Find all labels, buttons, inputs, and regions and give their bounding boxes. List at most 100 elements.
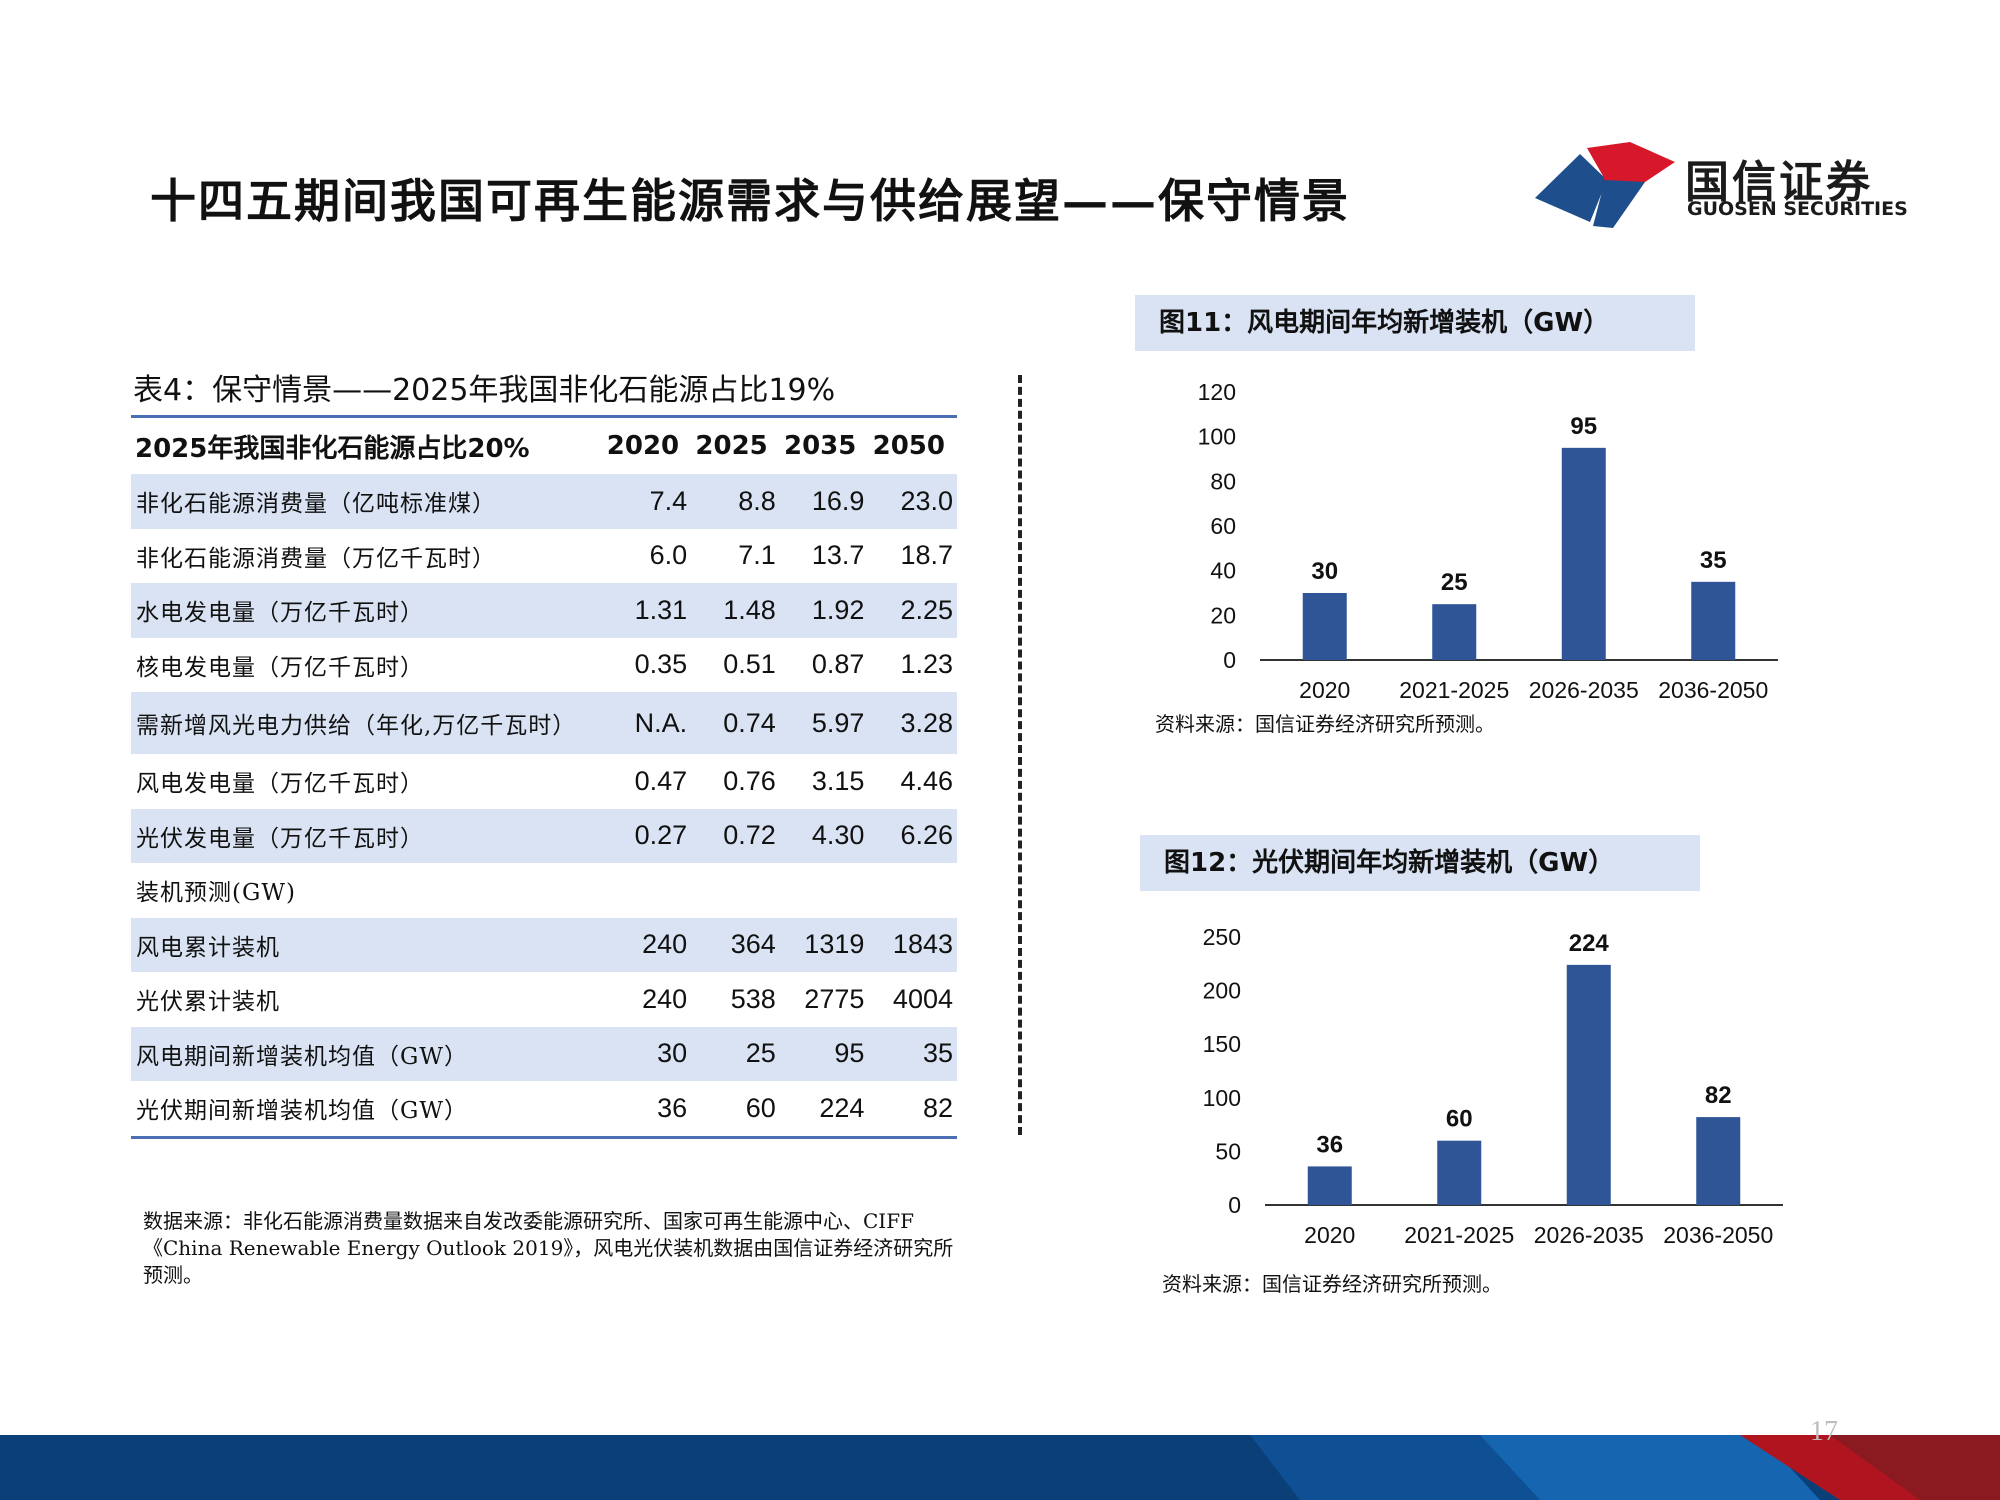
table-row: 光伏发电量（万亿千瓦时） 0.27 0.72 4.30 6.26 [131, 808, 957, 863]
bar [1696, 1117, 1741, 1205]
page-number: 17 [1810, 1416, 1838, 1447]
table-header-cell: 2035 [784, 431, 857, 461]
x-tick-label: 2036-2050 [1658, 677, 1768, 703]
table-header-cell: 2050 [872, 431, 945, 461]
forecast-table: 2025年我国非化石能源占比20% 2020 2025 2035 2050 非化… [131, 415, 957, 1139]
table-cell: 25 [691, 1026, 780, 1081]
table-row: 装机预测(GW) [131, 863, 957, 918]
row-label: 水电发电量（万亿千瓦时） [131, 583, 603, 638]
table-body: 非化石能源消费量（亿吨标准煤） 7.4 8.8 16.9 23.0 非化石能源消费量（万亿… [131, 474, 957, 1137]
table-cell: 3.28 [868, 692, 957, 754]
table-cell: 8.8 [691, 474, 780, 529]
x-tick-label: 2021-2025 [1399, 677, 1509, 703]
chart1-source: 资料来源：国信证券经济研究所预测。 [1155, 712, 1495, 736]
bar-value-label: 25 [1441, 569, 1468, 596]
table-cell: 3.15 [811, 765, 865, 796]
y-tick-label: 0 [1228, 1192, 1241, 1218]
page-title: 十四五期间我国可再生能源需求与供给展望——保守情景 [150, 174, 1350, 228]
x-tick-label: 2036-2050 [1663, 1222, 1773, 1248]
table-cell: 0.35 [634, 649, 688, 680]
table-row: 风电期间新增装机均值（GW） 30 25 95 35 [131, 1026, 957, 1081]
table-cell: 1.23 [900, 649, 953, 680]
table-cell: 95 [779, 1026, 869, 1081]
table-header-cell: 2020 [606, 431, 680, 461]
bar-value-label: 224 [1569, 930, 1610, 957]
row-label: 核电发电量（万亿千瓦时） [136, 654, 424, 681]
bar [1432, 604, 1477, 660]
table-cell: 35 [868, 1026, 957, 1081]
table-header-row: 2025年我国非化石能源占比20% 2020 2025 2035 2050 [131, 417, 957, 475]
bar-value-label: 35 [1700, 547, 1727, 574]
row-label: 光伏发电量（万亿千瓦时） [131, 808, 603, 863]
table-cell [691, 863, 780, 918]
table-cell: 0.27 [602, 808, 692, 863]
table-row: 非化石能源消费量（亿吨标准煤） 7.4 8.8 16.9 23.0 [131, 474, 957, 529]
table-cell: 0.47 [634, 765, 688, 796]
table-cell: 7.1 [738, 540, 776, 571]
x-tick-label: 2020 [1299, 677, 1350, 703]
x-tick-label: 2026-2035 [1529, 677, 1639, 703]
y-tick-label: 200 [1203, 978, 1241, 1004]
wind-capacity-chart: 0 20 40 60 80 100 120 30 2020 25 2021-2025 95 2026-2… [1198, 379, 1778, 703]
table-cell: 4.46 [900, 765, 953, 796]
bar [1302, 593, 1347, 660]
table-row: 风电发电量（万亿千瓦时） 0.47 0.76 3.15 4.46 [131, 754, 957, 809]
bar-value-label: 82 [1705, 1082, 1732, 1109]
table-cell: 1.48 [691, 583, 780, 638]
table-cell: 2.25 [868, 583, 957, 638]
x-tick-label: 2021-2025 [1404, 1222, 1514, 1248]
table-cell: 0.87 [811, 649, 865, 680]
table-cell: 60 [745, 1092, 776, 1123]
table-cell: 13.7 [811, 540, 865, 571]
table-cell: 36 [657, 1092, 688, 1123]
table-cell: 18.7 [900, 540, 953, 571]
table-cell: 4.30 [779, 808, 869, 863]
table-cell: 6.0 [649, 540, 688, 571]
bar [1691, 581, 1736, 660]
row-label: 光伏期间新增装机均值（GW） [136, 1098, 469, 1125]
row-label: 风电累计装机 [131, 917, 603, 972]
table-cell [780, 863, 869, 918]
bar-value-label: 95 [1570, 413, 1597, 440]
logo-mark-icon [1535, 142, 1675, 228]
table-cell: 16.9 [779, 474, 869, 529]
dashed-divider [1018, 375, 1022, 1135]
table-header-cell: 2025年我国非化石能源占比20% [135, 433, 530, 464]
table-cell: 4004 [892, 983, 953, 1014]
table-row: 风电累计装机 240 364 1319 1843 [131, 917, 957, 972]
table-row: 需新增风光电力供给（年化,万亿千瓦时） N.A. 0.74 5.97 3.28 [131, 692, 957, 754]
y-tick-label: 20 [1210, 602, 1236, 628]
table-cell: 23.0 [868, 474, 957, 529]
table-cell: 224 [819, 1092, 865, 1123]
table-row: 核电发电量（万亿千瓦时） 0.35 0.51 0.87 1.23 [131, 638, 957, 693]
row-label: 非化石能源消费量（亿吨标准煤） [131, 474, 603, 529]
row-label: 装机预测(GW) [136, 880, 296, 907]
table-cell: 6.26 [868, 808, 957, 863]
bar-value-label: 60 [1446, 1106, 1473, 1133]
table-cell: N.A. [602, 692, 692, 754]
y-tick-label: 0 [1223, 647, 1236, 673]
table-cell: 240 [642, 983, 688, 1014]
logo-name-en: GUOSEN SECURITIES [1687, 198, 1908, 220]
table-cell: 0.72 [691, 808, 780, 863]
table-cell: 30 [602, 1026, 692, 1081]
row-label: 非化石能源消费量（万亿千瓦时） [136, 545, 496, 572]
y-tick-label: 120 [1198, 379, 1236, 405]
bar-value-label: 36 [1316, 1131, 1343, 1158]
table-cell: 240 [602, 917, 692, 972]
table-cell: 0.76 [723, 765, 776, 796]
x-tick-label: 2020 [1304, 1222, 1355, 1248]
table-cell: 82 [922, 1092, 953, 1123]
chart2-title: 图12：光伏期间年均新增装机（GW） [1140, 835, 1700, 891]
table-source-note: 数据来源：非化石能源消费量数据来自发改委能源研究所、国家可再生能源中心、CIFF… [143, 1209, 954, 1287]
table-cell [603, 863, 692, 918]
footer-band [0, 1435, 2000, 1500]
table-cell: 7.4 [602, 474, 692, 529]
y-tick-label: 80 [1210, 468, 1236, 494]
y-tick-label: 250 [1203, 924, 1241, 950]
table-cell: 1.92 [779, 583, 869, 638]
y-tick-label: 100 [1203, 1085, 1241, 1111]
row-label: 风电期间新增装机均值（GW） [131, 1026, 603, 1081]
y-tick-label: 60 [1210, 513, 1236, 539]
bar [1307, 1166, 1352, 1205]
